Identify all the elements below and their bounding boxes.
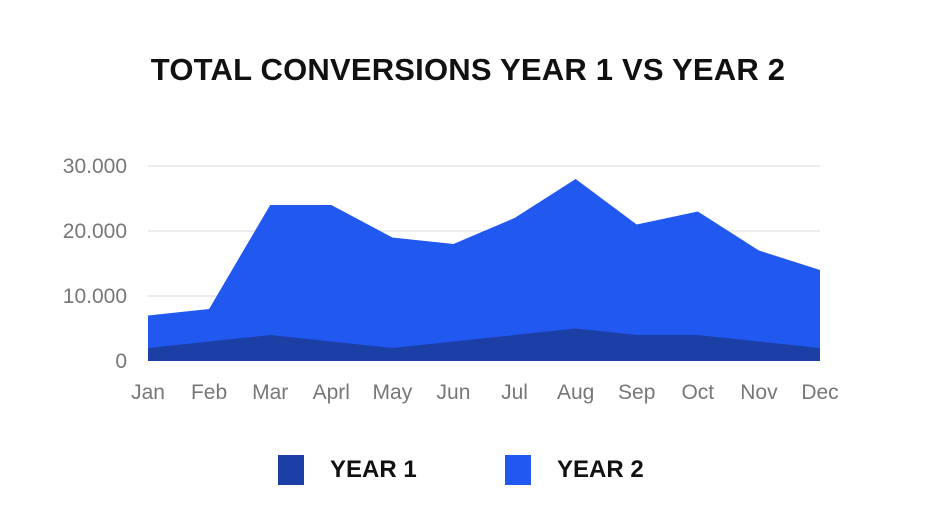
x-tick-label: Aug [557, 381, 594, 404]
x-tick-label: Mar [252, 381, 288, 404]
x-tick-label: Feb [191, 381, 227, 404]
y-tick-label: 0 [115, 350, 127, 373]
x-tick-label: Sep [618, 381, 655, 404]
legend-swatch-year-1 [278, 455, 304, 485]
x-tick-label: Aprl [313, 381, 350, 404]
x-axis-ticks: Jan Feb Mar Aprl May Jun Jul Aug Sep Oct Nov Dec [131, 381, 839, 404]
legend-item-year-2: YEAR 2 [505, 452, 644, 488]
series-area-year-2 [148, 179, 820, 361]
legend-label-year-2: YEAR 2 [557, 456, 644, 483]
x-tick-label: Nov [740, 381, 778, 404]
legend-label-year-1: YEAR 1 [330, 456, 417, 483]
legend-item-year-1: YEAR 1 [278, 452, 417, 488]
x-tick-label: Oct [681, 381, 714, 404]
chart-title: TOTAL CONVERSIONS YEAR 1 VS YEAR 2 [150, 52, 786, 87]
x-tick-label: Jul [501, 381, 528, 404]
y-tick-label: 30.000 [63, 155, 127, 178]
y-tick-label: 20.000 [63, 220, 127, 243]
series-area-year-1 [148, 328, 820, 361]
x-tick-label: May [373, 381, 413, 404]
x-tick-label: Dec [801, 381, 838, 404]
y-axis-ticks: 0 10.000 20.000 30.000 [63, 155, 127, 373]
y-tick-label: 10.000 [63, 285, 127, 308]
series-areas [148, 179, 820, 361]
legend-swatch-year-2 [505, 455, 531, 485]
x-tick-label: Jun [437, 381, 471, 404]
x-tick-label: Jan [131, 381, 165, 404]
legend: YEAR 1 YEAR 2 [0, 452, 936, 488]
